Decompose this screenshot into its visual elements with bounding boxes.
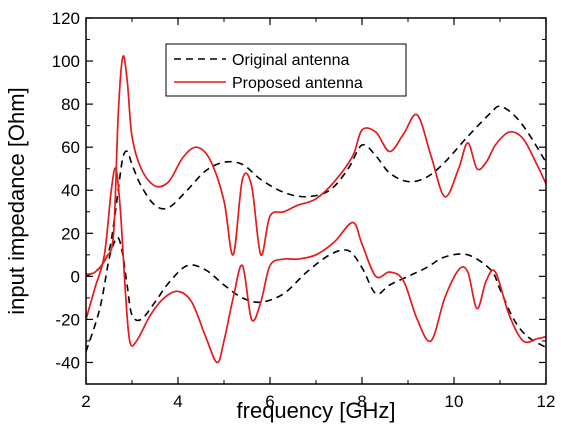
series-line-proposed-antenna-real xyxy=(86,54,546,276)
x-tick-label: 4 xyxy=(173,392,182,411)
legend: Original antenna Proposed antenna xyxy=(165,43,407,97)
plot-frame xyxy=(85,17,547,385)
series-line-original-antenna-real xyxy=(86,105,546,278)
series-line-original-antenna-imaginary xyxy=(86,236,546,352)
y-tick-label: 120 xyxy=(52,9,80,28)
y-tick-label: -40 xyxy=(55,353,80,372)
y-tick-label: 100 xyxy=(52,52,80,71)
legend-box xyxy=(165,43,407,97)
y-tick-label: 80 xyxy=(61,95,80,114)
x-tick-label: 12 xyxy=(537,392,556,411)
series-layer xyxy=(86,54,546,364)
x-tick-label: 6 xyxy=(265,392,274,411)
y-axis-title: input impedance [Ohm] xyxy=(4,87,29,314)
y-tick-label: -20 xyxy=(55,310,80,329)
legend-label-proposed: Proposed antenna xyxy=(232,75,363,92)
x-tick-label: 10 xyxy=(445,392,464,411)
y-tick-label: 20 xyxy=(61,224,80,243)
x-axis-title: frequency [GHz] xyxy=(237,398,396,423)
legend-label-original: Original antenna xyxy=(232,52,350,69)
x-tick-label: 2 xyxy=(81,392,90,411)
x-tick-label: 8 xyxy=(357,392,366,411)
series-line-proposed-antenna-imaginary xyxy=(86,167,546,364)
tick-labels: 2 4 6 8 10 12 -40 -20 0 20 40 60 80 100 120 xyxy=(52,9,556,411)
y-tick-label: 40 xyxy=(61,181,80,200)
y-tick-label: 60 xyxy=(61,138,80,157)
y-tick-label: 0 xyxy=(71,267,80,286)
